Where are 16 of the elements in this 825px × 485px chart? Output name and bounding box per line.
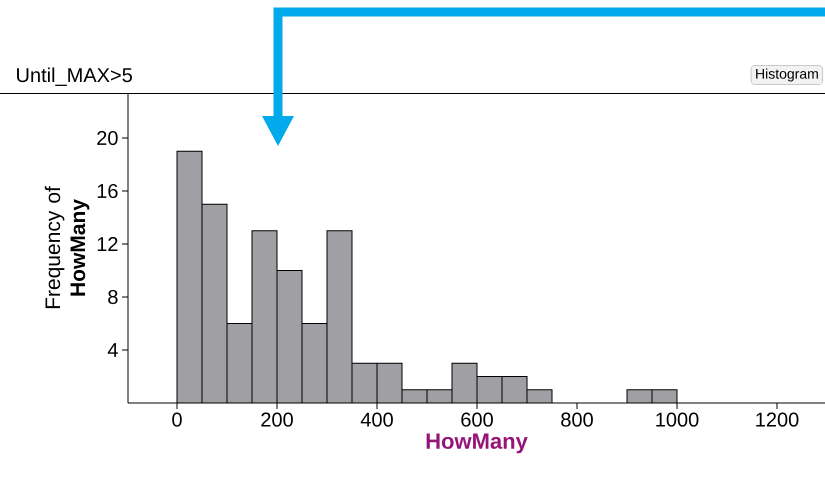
x-tick-label: 800 — [561, 412, 593, 427]
x-tick-label: 1200 — [756, 412, 798, 427]
y-tick-label: 12 — [98, 237, 118, 252]
x-tick-label: 0 — [172, 412, 182, 427]
y-axis-title: Frequency of HowMany — [44, 186, 90, 308]
y-tick-label: 4 — [108, 343, 118, 357]
y-tick-label: 16 — [98, 184, 118, 198]
text: Histogram — [756, 68, 818, 82]
x-tick-label: 1000 — [656, 412, 698, 427]
chart-title: Until_MAX>5 — [17, 68, 132, 86]
x-tick-label: 400 — [360, 412, 393, 427]
x-tick-label: 200 — [261, 412, 293, 427]
x-tick-label: 600 — [461, 412, 493, 427]
y-tick-label: 20 — [97, 130, 118, 146]
y-tick-label: 8 — [108, 290, 118, 304]
x-axis-title: HowMany — [426, 434, 528, 454]
